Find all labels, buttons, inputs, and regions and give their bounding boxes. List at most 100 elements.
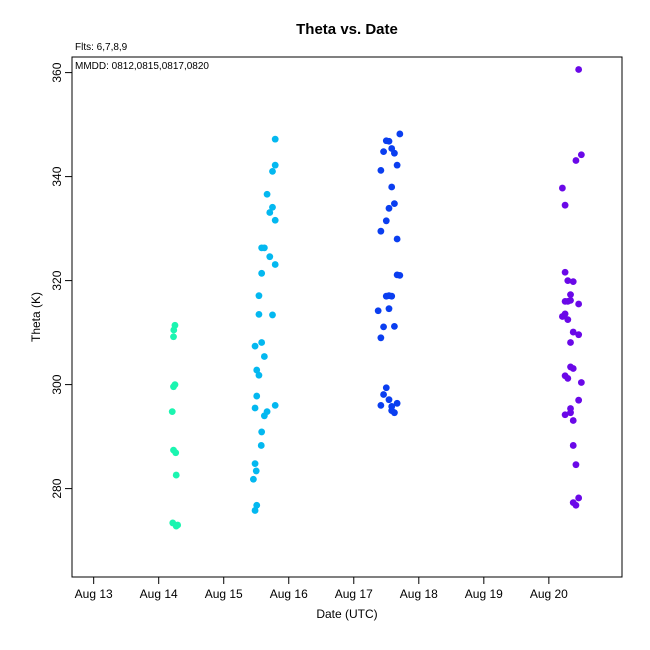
data-point-series-2 [260,353,268,360]
plot-frame [71,56,623,578]
data-point-series-4 [575,331,583,339]
data-point-series-4 [575,396,583,404]
data-point-series-4 [569,417,577,424]
data-point-series-2 [263,190,271,198]
data-point-series-3 [380,391,387,398]
data-point-series-4 [569,499,577,507]
data-point-series-2 [251,404,259,412]
data-point-series-4 [577,379,585,386]
data-point-series-2 [257,442,265,449]
data-point-series-3 [385,305,393,313]
x-tick-label: Aug 20 [530,587,568,601]
x-tick-label: Aug 16 [270,587,308,601]
x-tick-label: Aug 15 [205,587,243,601]
data-point-series-2 [253,366,261,374]
data-point-series-2 [249,475,257,483]
data-point-series-2 [251,460,259,468]
data-point-series-2 [269,311,276,319]
data-point-series-2 [251,507,259,514]
data-point-series-3 [382,384,390,392]
data-point-series-2 [271,161,279,169]
data-point-series-3 [396,272,404,279]
data-point-series-2 [255,292,263,300]
y-tick-label: 280 [50,478,64,498]
data-point-series-3 [377,227,385,235]
data-point-series-1 [174,521,182,529]
data-point-series-3 [377,166,385,174]
data-point-series-3 [396,130,404,138]
data-point-series-3 [393,235,401,243]
data-point-series-4 [567,339,574,346]
data-points [168,66,585,530]
data-point-series-2 [269,203,276,211]
data-point-series-3 [391,409,398,417]
y-tick-label: 300 [50,374,64,394]
x-tick-label: Aug 17 [335,587,373,601]
data-point-series-3 [393,399,401,407]
data-point-series-3 [385,396,393,404]
y-axis-label: Theta (K) [29,292,43,342]
data-point-series-2 [266,253,274,261]
data-point-series-2 [253,392,261,400]
data-point-series-3 [393,161,401,169]
data-point-series-1 [171,381,179,388]
data-point-series-1 [170,333,177,341]
data-point-series-4 [561,268,569,276]
data-point-series-2 [271,402,279,409]
data-point-series-4 [561,411,569,419]
data-point-series-3 [391,200,398,208]
y-tick-label: 340 [50,166,64,186]
data-point-series-4 [558,184,566,192]
data-point-series-3 [374,307,382,315]
data-point-series-4 [564,277,572,284]
data-point-series-2 [258,428,266,436]
data-point-series-4 [577,151,585,159]
y-axis: 280 300 320 340 360 [50,62,72,499]
data-point-series-2 [271,135,279,143]
data-point-series-2 [266,209,274,216]
data-point-series-4 [572,461,580,469]
x-tick-label: Aug 19 [465,587,503,601]
data-point-series-3 [382,217,390,225]
x-axis-label: Date (UTC) [316,607,377,621]
data-point-series-4 [564,316,572,323]
y-tick-label: 320 [50,270,64,290]
data-point-series-4 [569,442,577,449]
data-point-series-4 [561,310,569,318]
chart-subtitle: Flts: 6,7,8,9 [75,42,128,53]
x-axis: Aug 13 Aug 14 Aug 15 Aug 16 Aug 17 Aug 18 Aug … [75,577,568,601]
chart-title: Theta vs. Date [296,21,398,38]
data-point-series-2 [271,216,279,224]
x-tick-label: Aug 14 [140,587,178,601]
data-point-series-4 [564,298,572,305]
data-point-series-3 [385,137,393,145]
data-point-series-4 [567,291,574,299]
data-point-series-4 [575,66,583,73]
data-point-series-2 [255,371,263,379]
data-point-series-3 [377,402,385,409]
data-point-series-3 [385,204,393,212]
data-point-series-4 [569,328,577,336]
data-point-series-4 [569,365,577,372]
data-point-series-1 [172,449,180,457]
data-point-series-3 [377,334,385,342]
data-point-series-1 [171,321,179,329]
x-tick-label: Aug 13 [75,587,113,601]
data-point-series-3 [391,322,398,330]
data-point-series-2 [258,269,266,277]
data-point-series-4 [567,405,574,412]
data-point-series-1 [172,471,180,479]
data-point-series-2 [269,168,276,175]
data-point-series-3 [391,149,398,157]
data-point-series-2 [263,408,271,416]
data-point-series-2 [255,311,263,318]
data-point-series-4 [561,201,569,209]
data-point-series-2 [271,261,279,268]
data-point-series-4 [575,494,583,502]
y-tick-label: 360 [50,62,64,82]
data-point-series-3 [380,323,387,331]
data-point-series-2 [253,501,261,509]
data-point-series-4 [572,157,580,164]
